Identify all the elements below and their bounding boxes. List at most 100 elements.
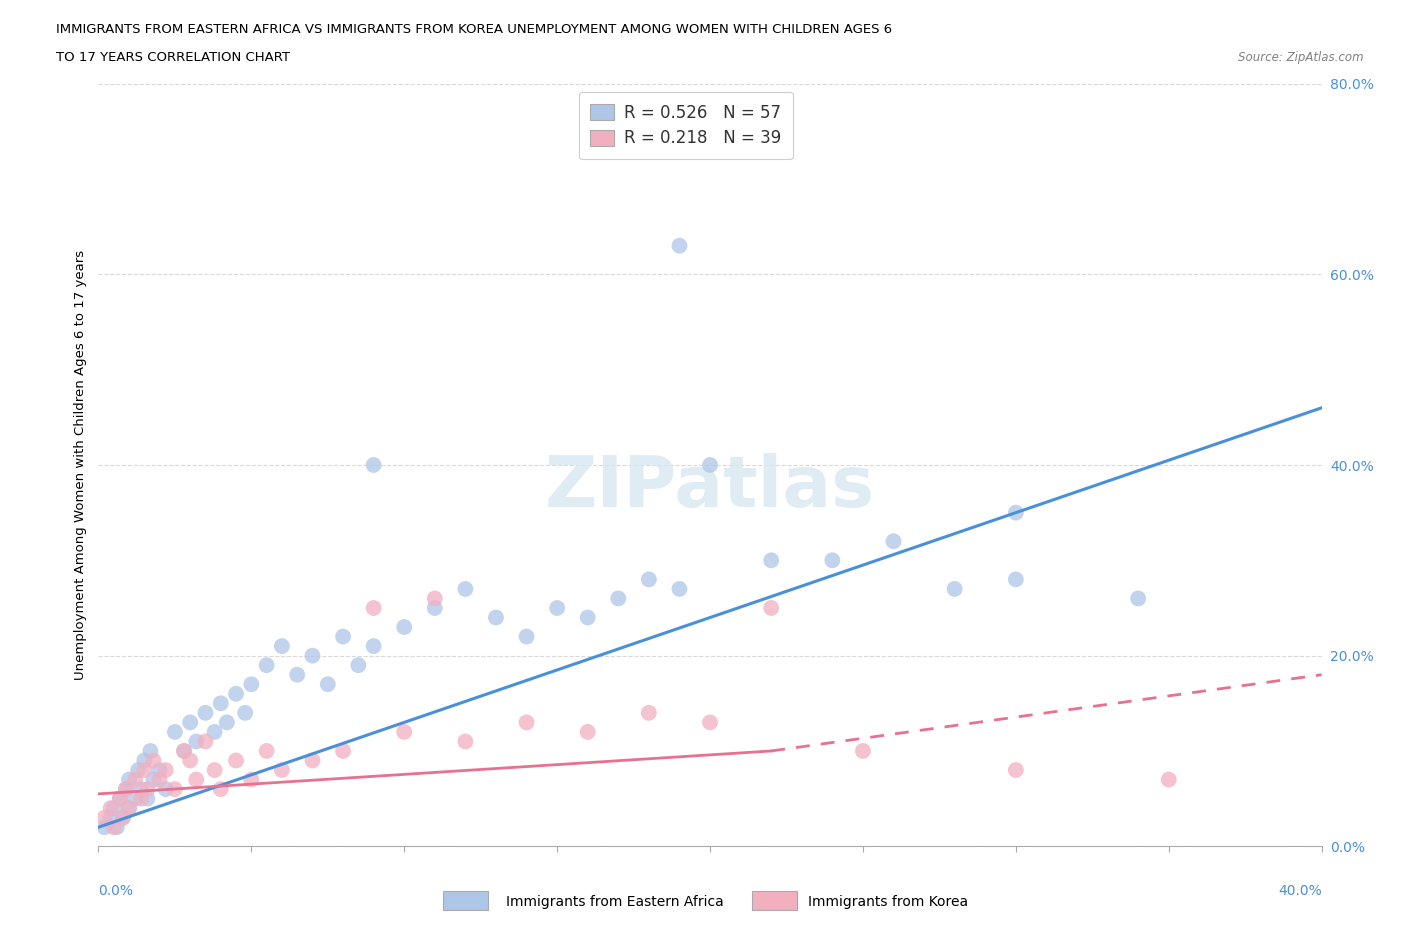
Point (699, 458, 721, 472)
Point (347, 658, 370, 672)
Point (256, 744, 278, 759)
Point (363, 639, 385, 654)
Point (155, 763, 177, 777)
Point (821, 553, 844, 568)
Point (105, 820, 128, 835)
Point (852, 744, 875, 759)
Point (136, 791, 159, 806)
Point (759, 553, 782, 568)
Point (301, 753, 323, 768)
Point (142, 772, 165, 787)
Point (316, 677, 339, 692)
Point (129, 781, 152, 796)
Point (668, 581, 690, 596)
Point (108, 791, 131, 806)
Point (233, 705, 256, 720)
Point (256, 658, 278, 672)
Point (423, 601, 446, 616)
Point (173, 744, 195, 759)
Point (637, 572, 661, 587)
Point (111, 810, 134, 825)
Point (149, 772, 172, 787)
Point (204, 763, 226, 777)
Point (93, 820, 115, 835)
Point (270, 763, 292, 777)
Point (124, 791, 146, 806)
Point (1004, 763, 1026, 777)
Point (179, 753, 201, 768)
Text: 40.0%: 40.0% (1278, 884, 1322, 898)
Point (423, 591, 446, 606)
Point (194, 734, 217, 749)
Point (209, 781, 232, 796)
Point (883, 534, 905, 549)
Point (546, 601, 568, 616)
Point (115, 781, 138, 796)
Point (363, 458, 385, 472)
Point (301, 648, 323, 663)
Point (1128, 591, 1150, 606)
Point (454, 581, 477, 596)
Point (155, 781, 177, 796)
Point (103, 801, 125, 816)
Point (118, 801, 141, 816)
Point (163, 781, 186, 796)
Point (607, 591, 630, 606)
Point (332, 744, 354, 759)
Point (186, 734, 208, 749)
Point (134, 763, 156, 777)
Point (173, 744, 195, 759)
Point (759, 601, 782, 616)
Point (392, 619, 416, 634)
Point (129, 791, 152, 806)
Text: 0.0%: 0.0% (98, 884, 134, 898)
Point (186, 772, 208, 787)
Point (225, 753, 247, 768)
Point (699, 715, 721, 730)
Text: ZIPatlas: ZIPatlas (546, 454, 875, 523)
Point (1157, 772, 1180, 787)
Point (285, 668, 308, 683)
Point (332, 630, 354, 644)
Point (134, 753, 156, 768)
Point (111, 810, 134, 825)
Point (392, 724, 416, 739)
Point (363, 601, 385, 616)
Point (1004, 572, 1026, 587)
Point (115, 781, 138, 796)
Point (204, 724, 226, 739)
Point (1004, 505, 1026, 520)
Legend: R = 0.526   N = 57, R = 0.218   N = 39: R = 0.526 N = 57, R = 0.218 N = 39 (579, 92, 793, 159)
Text: IMMIGRANTS FROM EASTERN AFRICA VS IMMIGRANTS FROM KOREA UNEMPLOYMENT AMONG WOMEN: IMMIGRANTS FROM EASTERN AFRICA VS IMMIGR… (56, 23, 893, 36)
Point (149, 763, 172, 777)
Point (127, 763, 149, 777)
Point (270, 639, 292, 654)
Point (124, 772, 146, 787)
Text: Source: ZipAtlas.com: Source: ZipAtlas.com (1239, 51, 1364, 64)
Text: Immigrants from Eastern Africa: Immigrants from Eastern Africa (506, 895, 724, 910)
Point (136, 781, 159, 796)
Point (139, 744, 162, 759)
Point (943, 581, 966, 596)
Point (576, 610, 599, 625)
Text: Immigrants from Korea: Immigrants from Korea (808, 895, 969, 910)
Point (163, 724, 186, 739)
Point (194, 705, 217, 720)
Point (118, 801, 141, 816)
Point (516, 715, 538, 730)
Point (118, 772, 141, 787)
Point (179, 715, 201, 730)
Point (668, 238, 690, 253)
Point (454, 734, 477, 749)
Point (209, 696, 232, 711)
Point (100, 801, 122, 816)
Point (516, 630, 538, 644)
Y-axis label: Unemployment Among Women with Children Ages 6 to 17 years: Unemployment Among Women with Children A… (75, 250, 87, 680)
Point (93, 810, 115, 825)
Point (225, 686, 247, 701)
Point (637, 705, 661, 720)
Point (215, 715, 238, 730)
Point (142, 753, 165, 768)
Point (240, 677, 263, 692)
Point (108, 791, 131, 806)
